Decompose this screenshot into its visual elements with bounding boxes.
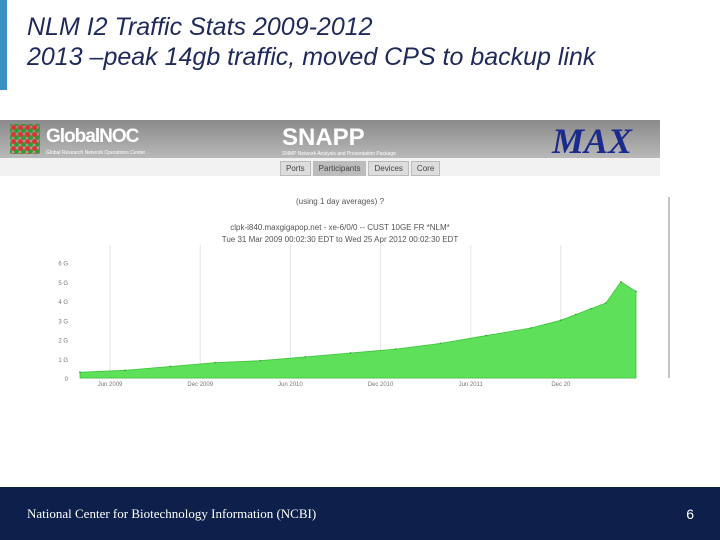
traffic-data-point	[214, 361, 217, 364]
tab-ports[interactable]: Ports	[280, 161, 311, 176]
page-number: 6	[686, 506, 694, 522]
traffic-data-point	[349, 352, 352, 354]
x-tick-label: Dec 2010	[368, 382, 394, 388]
banner-header: GlobalNOC Global Research Network Operat…	[0, 120, 660, 161]
x-tick-label: Jun 2010	[278, 382, 303, 388]
tab-core[interactable]: Core	[410, 161, 441, 176]
y-tick-label: 0	[65, 377, 69, 383]
x-tick-label: Dec 2009	[187, 382, 213, 388]
accent-bar	[0, 0, 7, 90]
traffic-data-point	[394, 348, 397, 351]
traffic-data-point	[574, 313, 577, 316]
traffic-chart: (using 1 day averages) ? clpk-i840.maxgi…	[40, 195, 680, 405]
traffic-data-point	[124, 369, 126, 372]
traffic-data-point	[559, 319, 562, 322]
traffic-data-point	[590, 307, 592, 310]
x-tick-label: Dec 20	[551, 382, 571, 388]
traffic-data-point	[304, 355, 307, 358]
traffic-data-point	[529, 327, 532, 329]
x-tick-label: Jun 2009	[98, 382, 123, 388]
y-tick-label: 1 G	[58, 358, 68, 364]
chart-averaging-note: (using 1 day averages) ?	[295, 197, 385, 206]
footer-bar: National Center for Biotechnology Inform…	[0, 487, 720, 540]
y-tick-label: 2 G	[58, 339, 68, 345]
traffic-plot: 0 1 G 2 G 3 G 4 G 5 G 6 G Jun 2009 Dec 2009 Jun 2…	[58, 197, 670, 388]
globalnoc-logo-icon	[10, 124, 40, 154]
traffic-series-area	[79, 281, 637, 379]
chart-date-range: Tue 31 Mar 2009 00:02:30 EDT to Wed 25 A…	[221, 235, 459, 244]
title-line-2: 2013 –peak 14gb traffic, moved CPS to ba…	[27, 43, 596, 71]
y-tick-label: 3 G	[58, 319, 68, 325]
chart-port-label: clpk-i840.maxgigapop.net - xe-6/0/0 -- C…	[230, 223, 450, 232]
footer-text: National Center for Biotechnology Inform…	[27, 506, 317, 521]
globalnoc-logo: GlobalNOC	[46, 126, 139, 147]
max-logo: MAX	[552, 121, 633, 161]
traffic-data-point	[484, 334, 487, 337]
tab-participants[interactable]: Participants	[312, 161, 367, 176]
y-tick-label: 4 G	[58, 300, 68, 306]
tab-devices[interactable]: Devices	[368, 161, 409, 176]
traffic-data-point	[169, 365, 172, 368]
y-tick-label: 6 G	[58, 262, 68, 268]
title-line-1: NLM I2 Traffic Stats 2009-2012	[27, 13, 373, 41]
traffic-data-point	[259, 359, 262, 362]
traffic-data-point	[79, 371, 81, 374]
traffic-data-point	[635, 290, 637, 293]
traffic-data-point	[620, 280, 622, 283]
y-tick-label: 5 G	[58, 281, 68, 287]
banner-tabs: Ports Participants Devices Core	[280, 161, 442, 176]
snapp-subtitle: SNMP Network Analysis and Presentation P…	[282, 151, 396, 157]
slide-title: NLM I2 Traffic Stats 2009-2012 2013 –pea…	[27, 12, 595, 72]
traffic-data-point	[605, 302, 607, 304]
traffic-data-point	[439, 342, 442, 345]
snapp-banner: GlobalNOC Global Research Network Operat…	[0, 120, 660, 176]
snapp-logo: SNAPP	[282, 124, 365, 151]
x-tick-label: Jun 2011	[459, 382, 484, 388]
globalnoc-subtitle: Global Research Network Operations Cente…	[46, 150, 146, 156]
